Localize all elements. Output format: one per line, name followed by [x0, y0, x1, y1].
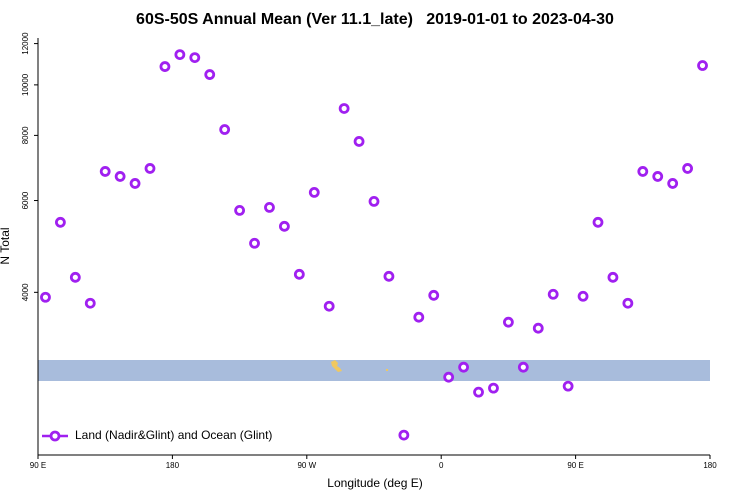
point [488, 382, 499, 394]
x-tick-label: 90 W [297, 461, 316, 470]
point [443, 371, 455, 383]
y-tick-label: 10000 [21, 73, 30, 96]
x-tick-label: 90 E [567, 461, 583, 470]
point [323, 300, 335, 312]
point [652, 171, 664, 182]
point [204, 69, 216, 80]
point [562, 380, 574, 392]
point [234, 205, 246, 216]
point [338, 103, 350, 114]
chart-title: 60S-50S Annual Mean (Ver 11.1_late) 2019… [136, 11, 614, 28]
point [697, 60, 708, 71]
point [413, 311, 425, 323]
y-tick-label: 6000 [21, 191, 30, 209]
legend-label: Land (Nadir&Glint) and Ocean (Glint) [75, 428, 272, 442]
x-axis-label: Longitude (deg E) [327, 476, 422, 490]
land-fragment [386, 369, 388, 371]
point [174, 49, 186, 61]
point [249, 237, 260, 249]
point [368, 195, 380, 207]
point [144, 163, 156, 174]
x-tick-label: 180 [703, 461, 717, 470]
point [517, 361, 529, 373]
x-tick-label: 90 E [30, 461, 46, 470]
point [99, 166, 111, 177]
point [219, 124, 231, 135]
point [502, 316, 514, 328]
y-tick-label: 4000 [21, 283, 30, 301]
point [129, 178, 141, 189]
legend-marker [49, 430, 61, 442]
x-tick-label: 0 [439, 461, 444, 470]
point [293, 268, 305, 280]
point [667, 178, 679, 189]
point [607, 271, 619, 283]
point [398, 429, 410, 441]
point [682, 163, 693, 174]
point [547, 288, 559, 300]
point [84, 297, 96, 309]
point [55, 216, 66, 228]
point [353, 136, 365, 147]
y-axis-label: N Total [0, 227, 12, 264]
point [189, 52, 201, 64]
point [473, 386, 484, 398]
point [577, 290, 589, 302]
point [532, 322, 544, 334]
map-strip [38, 360, 710, 381]
y-tick-label: 8000 [21, 126, 30, 144]
point [458, 361, 470, 373]
point [114, 171, 126, 182]
point [308, 187, 320, 198]
point [428, 289, 440, 301]
point [278, 220, 290, 232]
point [622, 297, 634, 309]
point [264, 201, 275, 213]
point [383, 270, 395, 282]
point [40, 291, 51, 303]
point [637, 166, 649, 177]
point [592, 216, 604, 228]
x-tick-label: 180 [166, 461, 180, 470]
y-tick-label: 12000 [21, 32, 30, 55]
point [159, 61, 171, 72]
land-fragment [331, 360, 342, 372]
point [69, 271, 81, 283]
